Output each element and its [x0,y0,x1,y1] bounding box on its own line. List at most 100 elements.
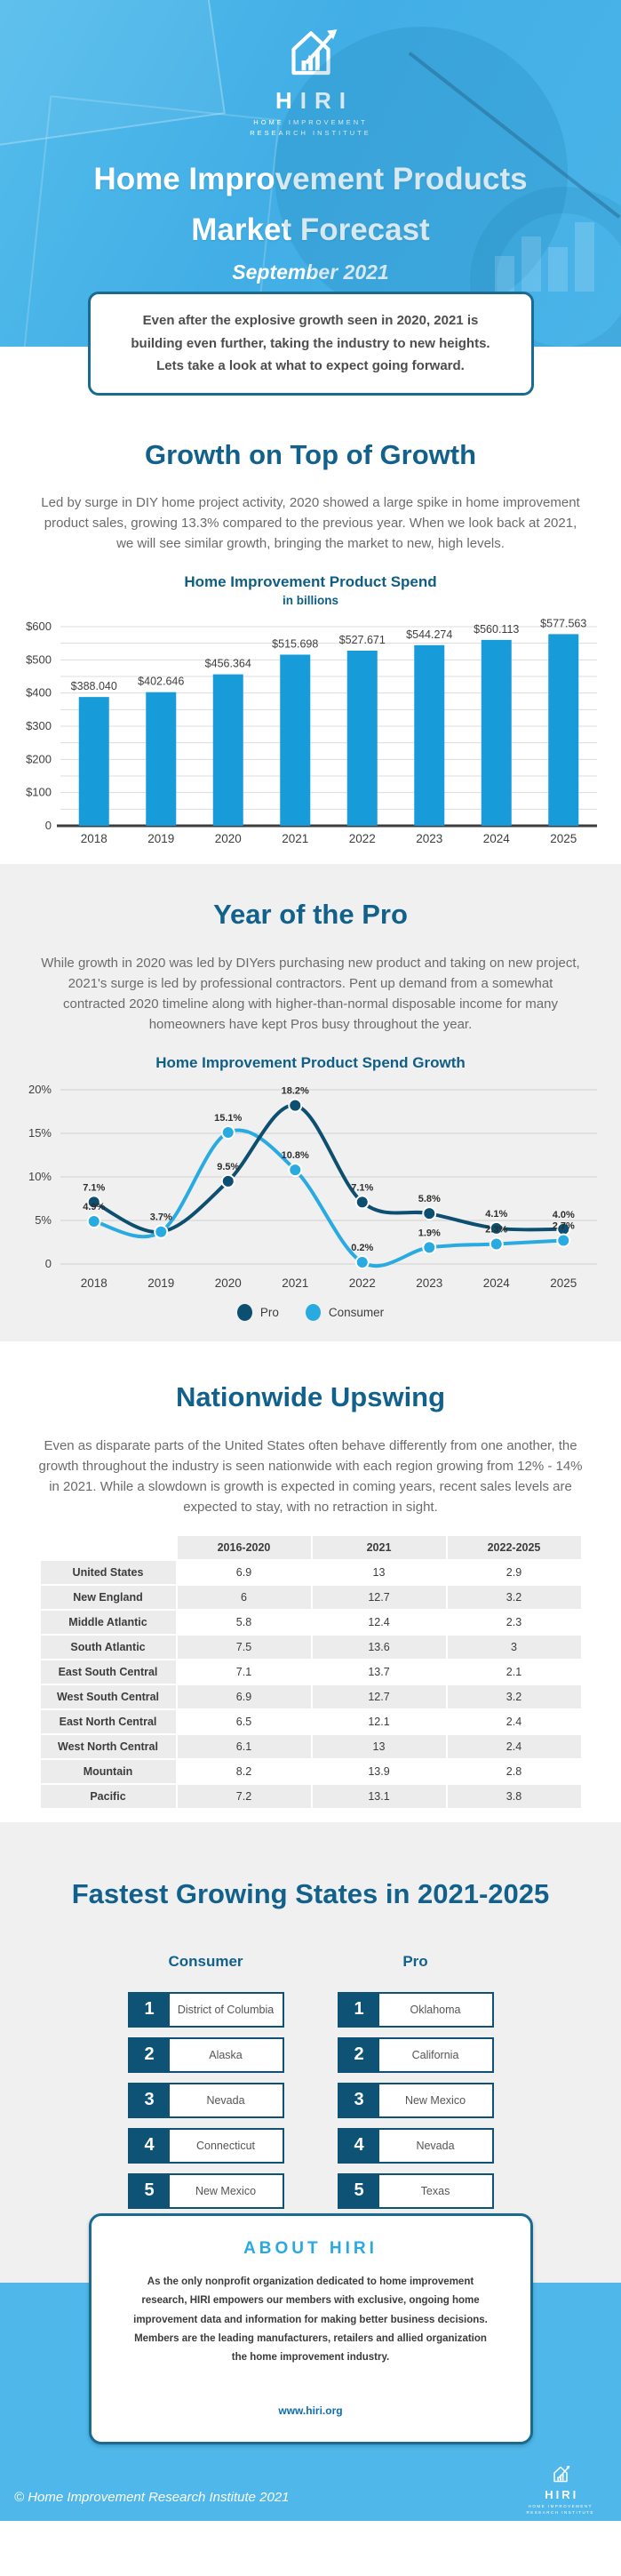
region-value-cell: 12.4 [312,1610,446,1634]
table-row: United States 6.9 13 2.9 [40,1560,581,1584]
bar-2019 [145,692,176,827]
rank-list-consumer: Consumer 1 District of Columbia 2 Alaska 3 Nev… [127,1953,284,2219]
rank-list-title: Pro [402,1952,428,1970]
svg-text:$388.040: $388.040 [70,680,116,692]
section-growth: Even after the explosive growth seen in … [0,292,621,864]
bar-chart-title: Home Improvement Product Spend [184,573,437,591]
rank-item: 3 Nevada [127,2082,284,2118]
svg-text:4.0%: 4.0% [552,1209,574,1220]
bar-chart-subtitle: in billions [283,594,338,608]
svg-text:$500: $500 [26,652,52,666]
rank-item: 4 Nevada [337,2127,494,2164]
report-date: September 2021 [232,260,389,284]
svg-text:5.8%: 5.8% [418,1194,440,1204]
rank-item: 3 New Mexico [337,2082,494,2118]
svg-text:20%: 20% [28,1083,51,1096]
svg-text:2021: 2021 [282,832,308,845]
svg-text:2025: 2025 [550,1276,577,1290]
svg-text:7.1%: 7.1% [83,1182,105,1193]
footer: ABOUT HIRI As the only nonprofit organiz… [0,2213,621,2521]
region-name-cell: New England [40,1585,176,1609]
rank-state-name: Oklahoma [410,2003,461,2016]
region-value-cell: 6.9 [177,1684,311,1708]
svg-text:4.9%: 4.9% [83,1201,105,1212]
region-value-cell: 2.9 [447,1560,581,1584]
svg-text:3.7%: 3.7% [149,1212,171,1222]
rank-number: 3 [129,2084,170,2116]
rank-state-name: New Mexico [195,2184,257,2197]
table-row: West South Central 6.9 12.7 3.2 [40,1684,581,1708]
about-body: As the only nonprofit organization dedic… [133,2276,488,2364]
svg-text:2024: 2024 [482,1276,510,1290]
svg-text:$544.274: $544.274 [406,628,452,641]
bar-chart-svg: 0 $100 $200 $300 $400 $500 $600 $388.040 2018 $40… [26,617,597,845]
page-title: Home Improvement Products Market Forecas… [93,162,528,247]
table-row: East South Central 7.1 13.7 2.1 [40,1660,581,1684]
region-value-cell: 13.7 [312,1660,446,1684]
table-column-header: 2016-2020 [177,1535,311,1559]
legend-item-consumer: Consumer [305,1303,384,1321]
nationwide-paragraph: Even as disparate parts of the United St… [38,1437,583,1515]
svg-text:$456.364: $456.364 [204,658,251,670]
table-column-header: 2021 [312,1535,446,1559]
region-value-cell: 2.1 [447,1660,581,1684]
bar-2024 [481,639,512,827]
hiri-website-link[interactable]: www.hiri.org [278,2404,343,2417]
rank-state-name: Alaska [209,2048,243,2061]
rank-state-name: Texas [420,2184,450,2197]
bar-2018 [78,697,109,827]
region-value-cell: 12.7 [312,1585,446,1609]
nationwide-heading: Nationwide Upswing [175,1381,446,1412]
region-value-cell: 3 [447,1635,581,1659]
region-value-cell: 6.9 [177,1560,311,1584]
svg-text:$515.698: $515.698 [272,638,318,651]
svg-text:9.5%: 9.5% [217,1161,239,1172]
table-row: West North Central 6.1 13 2.4 [40,1734,581,1758]
growth-heading: Growth on Top of Growth [144,438,477,470]
rank-state-name: Nevada [206,2093,245,2107]
pro-line [92,1103,563,1234]
svg-text:2022: 2022 [348,1276,375,1290]
footer-hiri-logo: HIRI HOME IMPROVEMENT RESEARCH INSTITUTE [526,2462,607,2516]
svg-text:$577.563: $577.563 [540,617,586,629]
region-value-cell: 7.1 [177,1660,311,1684]
svg-text:2.3%: 2.3% [485,1224,507,1235]
svg-text:$300: $300 [26,719,52,732]
svg-text:2021: 2021 [282,1276,308,1290]
region-name-cell: West South Central [40,1684,176,1708]
region-value-cell: 6.5 [177,1709,311,1733]
svg-text:2022: 2022 [348,832,375,845]
svg-text:2023: 2023 [416,1276,442,1290]
rank-state-name: Nevada [416,2139,455,2152]
region-name-cell: East North Central [40,1709,176,1733]
region-value-cell: 8.2 [177,1759,311,1783]
pro-paragraph: While growth in 2020 was led by DIYers p… [41,955,580,1032]
region-value-cell: 13 [312,1734,446,1758]
bar-2021 [279,654,310,827]
table-row: New England 6 12.7 3.2 [40,1585,581,1609]
rank-item: 5 Texas [337,2172,494,2209]
section-fastest-growing-states: Fastest Growing States in 2021-2025 Cons… [0,1822,621,2283]
svg-text:0.2%: 0.2% [351,1243,373,1253]
svg-text:$600: $600 [26,620,52,633]
fastest-heading: Fastest Growing States in 2021-2025 [71,1878,550,1909]
svg-text:10.8%: 10.8% [281,1150,308,1161]
region-value-cell: 5.8 [177,1610,311,1634]
region-value-cell: 3.2 [447,1585,581,1609]
svg-text:2023: 2023 [416,832,442,845]
svg-text:1.9%: 1.9% [418,1228,440,1238]
region-value-cell: 12.1 [312,1709,446,1733]
bar-2020 [212,674,243,827]
rank-list-pro: Pro 1 Oklahoma 2 California 3 New Mexico 4 Nevad… [337,1952,494,2219]
svg-text:$402.646: $402.646 [138,676,184,688]
intro-callout: Even after the explosive growth seen in … [87,292,534,396]
region-value-cell: 6 [177,1585,311,1609]
hiri-house-arrow-icon [274,29,348,83]
region-name-cell: South Atlantic [40,1635,176,1659]
rank-item: 5 New Mexico [127,2172,284,2209]
svg-text:2.7%: 2.7% [552,1220,574,1231]
svg-text:18.2%: 18.2% [281,1085,308,1096]
table-row: South Atlantic 7.5 13.6 3 [40,1635,581,1659]
svg-text:15.1%: 15.1% [214,1113,242,1124]
